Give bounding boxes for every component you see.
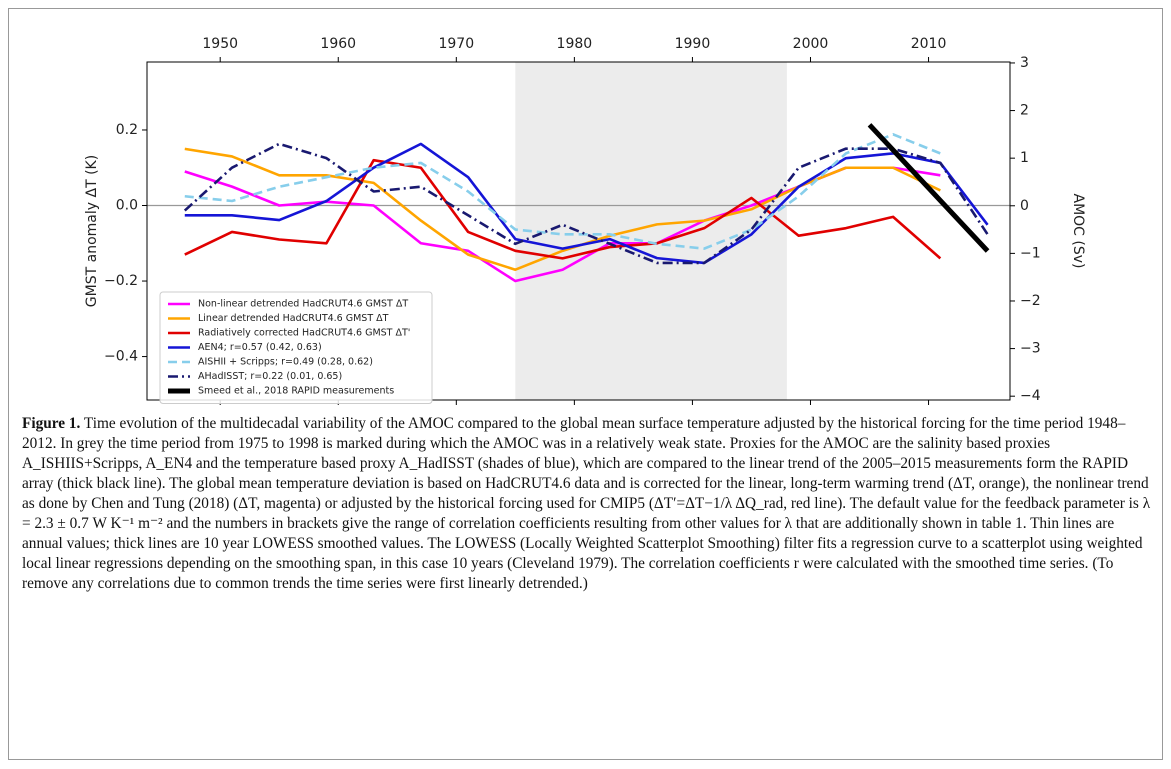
x-tick-label-top: 2010 bbox=[911, 36, 947, 52]
y-tick-label: 0.0 bbox=[116, 198, 138, 214]
y2-axis-label: AMOC (Sv) bbox=[1070, 194, 1086, 269]
legend-label: AHadISST; r=0.22 (0.01, 0.65) bbox=[198, 371, 342, 382]
y2-tick-label: −1 bbox=[1020, 245, 1041, 261]
series-line bbox=[184, 133, 941, 250]
y2-tick-label: −2 bbox=[1020, 293, 1041, 309]
legend-label: Linear detrended HadCRUT4.6 GMST ΔT bbox=[198, 313, 389, 324]
figure-frame bbox=[8, 8, 1163, 760]
x-tick-label-top: 1970 bbox=[438, 36, 474, 52]
caption: Figure 1. Time evolution of the multidec… bbox=[22, 414, 1152, 594]
y-axis-label: GMST anomaly ΔT (K) bbox=[84, 155, 100, 307]
x-tick-label-top: 1980 bbox=[557, 36, 593, 52]
legend-label: AEN4; r=0.57 (0.42, 0.63) bbox=[198, 342, 322, 353]
y2-tick-label: −3 bbox=[1020, 341, 1041, 357]
caption-label: Figure 1. bbox=[22, 415, 81, 432]
legend-label: Non-linear detrended HadCRUT4.6 GMST ΔT bbox=[198, 299, 408, 310]
caption-text: Time evolution of the multidecadal varia… bbox=[22, 415, 1151, 592]
y2-tick-label: 0 bbox=[1020, 198, 1029, 214]
y2-tick-label: 1 bbox=[1020, 150, 1029, 166]
legend-label: Radiatively corrected HadCRUT4.6 GMST ΔT… bbox=[198, 328, 410, 339]
legend: Non-linear detrended HadCRUT4.6 GMST ΔT L… bbox=[159, 291, 433, 404]
series-line bbox=[867, 123, 990, 253]
y2-tick-label: 3 bbox=[1020, 55, 1029, 71]
y2-tick-label: −4 bbox=[1020, 388, 1041, 404]
y2-tick-label: 2 bbox=[1020, 103, 1029, 119]
y-tick-label: 0.2 bbox=[116, 122, 138, 138]
legend-box bbox=[159, 291, 433, 404]
legend-label: Smeed et al., 2018 RAPID measurements bbox=[198, 386, 394, 397]
x-tick-label-top: 1990 bbox=[675, 36, 711, 52]
x-tick-label-top: 2000 bbox=[793, 36, 829, 52]
chart: 1950195019601960197019701980198019901990… bbox=[84, 36, 1086, 405]
x-tick-label-top: 1950 bbox=[202, 36, 238, 52]
series-line bbox=[184, 142, 989, 265]
legend-label: AISHII + Scripps; r=0.49 (0.28, 0.62) bbox=[198, 357, 373, 368]
shaded-period bbox=[515, 62, 787, 400]
y-tick-label: −0.2 bbox=[104, 273, 138, 289]
series-line bbox=[184, 158, 942, 260]
plot-frame bbox=[146, 61, 1011, 401]
y-tick-label: −0.4 bbox=[104, 349, 138, 365]
x-tick-label-top: 1960 bbox=[320, 36, 356, 52]
